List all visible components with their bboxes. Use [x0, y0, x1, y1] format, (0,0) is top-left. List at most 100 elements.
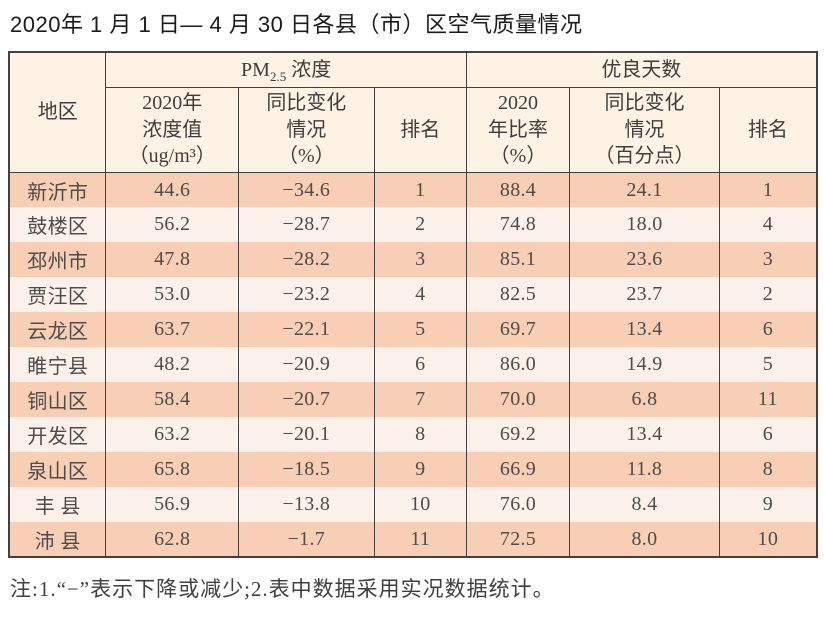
cell-pm-value: 47.8	[105, 242, 239, 278]
cell-pm-change: −18.5	[237, 452, 375, 488]
table-row: 云龙区 63.7 −22.1 5 69.7 13.4 6	[8, 312, 818, 348]
cell-pm-rank: 6	[373, 347, 467, 383]
header-pm25-group: PM2.5 浓度	[105, 51, 467, 88]
cell-pm-rank: 3	[373, 242, 467, 278]
header-good-rank: 排名	[718, 86, 818, 173]
cell-pm-value: 62.8	[105, 522, 239, 558]
cell-region: 铜山区	[8, 382, 107, 418]
header-region: 地区	[8, 51, 107, 173]
table-row: 贾汪区 53.0 −23.2 4 82.5 23.7 2	[8, 277, 818, 313]
cell-good-rank: 6	[718, 417, 818, 453]
cell-pm-change: −28.7	[237, 207, 375, 243]
cell-pm-value: 63.2	[105, 417, 239, 453]
cell-region: 云龙区	[8, 312, 107, 348]
cell-good-change: 23.6	[569, 242, 720, 278]
cell-good-change: 8.0	[569, 522, 720, 558]
cell-pm-rank: 11	[373, 522, 467, 558]
cell-good-rank: 2	[718, 277, 818, 313]
cell-pm-rank: 1	[373, 172, 467, 208]
table-row: 邳州市 47.8 −28.2 3 85.1 23.6 3	[8, 242, 818, 278]
cell-pm-change: −34.6	[237, 172, 375, 208]
cell-good-rank: 8	[718, 452, 818, 488]
cell-good-ratio: 86.0	[465, 347, 571, 383]
cell-good-rank: 4	[718, 207, 818, 243]
table-body: 新沂市 44.6 −34.6 1 88.4 24.1 1 鼓楼区 56.2 −28.7 2 74.8 1…	[8, 172, 818, 558]
table-row: 鼓楼区 56.2 −28.7 2 74.8 18.0 4	[8, 207, 818, 243]
cell-good-ratio: 72.5	[465, 522, 571, 558]
cell-good-ratio: 82.5	[465, 277, 571, 313]
cell-good-rank: 3	[718, 242, 818, 278]
cell-pm-value: 65.8	[105, 452, 239, 488]
header-pm25-rank: 排名	[373, 86, 467, 173]
cell-pm-value: 56.9	[105, 487, 239, 523]
pm-label-subscript: 2.5	[269, 68, 287, 84]
page: 2020年 1 月 1 日— 4 月 30 日各县（市）区空气质量情况 地区 P…	[8, 12, 818, 602]
pm-label-prefix: PM	[241, 58, 270, 81]
cell-good-change: 13.4	[569, 312, 720, 348]
table-row: 睢宁县 48.2 −20.9 6 86.0 14.9 5	[8, 347, 818, 383]
cell-pm-change: −28.2	[237, 242, 375, 278]
cell-pm-value: 44.6	[105, 172, 239, 208]
cell-region: 泉山区	[8, 452, 107, 488]
header-pm25-change: 同比变化 情况 （%）	[237, 86, 375, 173]
cell-good-change: 13.4	[569, 417, 720, 453]
cell-region: 贾汪区	[8, 277, 107, 313]
cell-pm-change: −20.9	[237, 347, 375, 383]
header-pm25-value: 2020年 浓度值 （ug/m³）	[105, 86, 239, 173]
cell-region: 开发区	[8, 417, 107, 453]
cell-pm-change: −20.7	[237, 382, 375, 418]
table-row: 铜山区 58.4 −20.7 7 70.0 6.8 11	[8, 382, 818, 418]
header-good-ratio: 2020 年比率 （%）	[465, 86, 571, 173]
cell-good-rank: 5	[718, 347, 818, 383]
cell-good-ratio: 88.4	[465, 172, 571, 208]
cell-good-change: 6.8	[569, 382, 720, 418]
cell-good-ratio: 66.9	[465, 452, 571, 488]
header-group-row: 地区 PM2.5 浓度 优良天数	[8, 51, 818, 173]
cell-region: 新沂市	[8, 172, 107, 208]
cell-pm-value: 58.4	[105, 382, 239, 418]
cell-good-ratio: 85.1	[465, 242, 571, 278]
header-good-days-group: 优良天数	[465, 51, 818, 88]
cell-region: 丰 县	[8, 487, 107, 523]
cell-pm-change: −22.1	[237, 312, 375, 348]
cell-good-rank: 9	[718, 487, 818, 523]
air-quality-table: 地区 PM2.5 浓度 优良天数 2020年 浓度值 （ug/m³） 同比变化 …	[8, 51, 818, 559]
cell-pm-value: 48.2	[105, 347, 239, 383]
cell-pm-rank: 10	[373, 487, 467, 523]
cell-pm-change: −20.1	[237, 417, 375, 453]
cell-pm-value: 53.0	[105, 277, 239, 313]
cell-good-change: 14.9	[569, 347, 720, 383]
table-row: 开发区 63.2 −20.1 8 69.2 13.4 6	[8, 417, 818, 453]
cell-good-change: 18.0	[569, 207, 720, 243]
cell-pm-rank: 5	[373, 312, 467, 348]
header-good-change: 同比变化 情况 （百分点）	[569, 86, 720, 173]
table-footnote: 注:1.“−”表示下降或减少;2.表中数据采用实况数据统计。	[10, 577, 555, 602]
cell-good-rank: 10	[718, 522, 818, 558]
header-sub-row: 2020年 浓度值 （ug/m³） 同比变化 情况 （%） 排名 2020 年比…	[9, 86, 818, 173]
cell-region: 睢宁县	[8, 347, 107, 383]
cell-good-change: 11.8	[569, 452, 720, 488]
cell-pm-rank: 7	[373, 382, 467, 418]
cell-pm-change: −13.8	[237, 487, 375, 523]
table-row: 泉山区 65.8 −18.5 9 66.9 11.8 8	[8, 452, 818, 488]
cell-good-ratio: 69.7	[465, 312, 571, 348]
cell-pm-rank: 2	[373, 207, 467, 243]
cell-good-ratio: 69.2	[465, 417, 571, 453]
cell-pm-value: 63.7	[105, 312, 239, 348]
cell-region: 邳州市	[8, 242, 107, 278]
cell-good-change: 8.4	[569, 487, 720, 523]
table-row: 沛 县 62.8 −1.7 11 72.5 8.0 10	[8, 522, 818, 558]
page-title: 2020年 1 月 1 日— 4 月 30 日各县（市）区空气质量情况	[10, 12, 583, 37]
cell-pm-change: −1.7	[237, 522, 375, 558]
cell-good-rank: 1	[718, 172, 818, 208]
cell-good-ratio: 76.0	[465, 487, 571, 523]
cell-pm-change: −23.2	[237, 277, 375, 313]
cell-good-ratio: 70.0	[465, 382, 571, 418]
cell-pm-rank: 9	[373, 452, 467, 488]
cell-pm-value: 56.2	[105, 207, 239, 243]
pm-label-suffix: 浓度	[286, 58, 332, 81]
table-header: 地区 PM2.5 浓度 优良天数 2020年 浓度值 （ug/m³） 同比变化 …	[8, 51, 818, 173]
table-row: 丰 县 56.9 −13.8 10 76.0 8.4 9	[8, 487, 818, 523]
cell-good-rank: 11	[718, 382, 818, 418]
cell-good-change: 24.1	[569, 172, 720, 208]
